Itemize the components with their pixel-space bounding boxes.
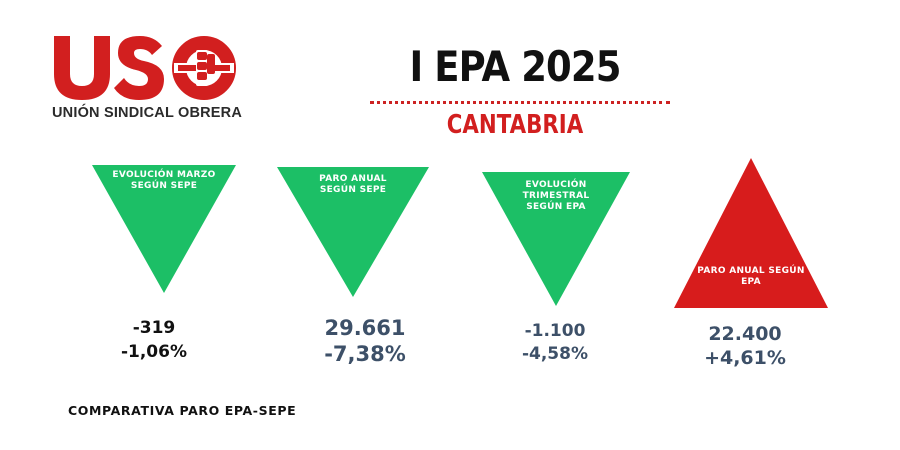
footer-caption: COMPARATIVA PARO EPA-SEPE xyxy=(68,403,297,418)
indicator-3-value: -1.100 xyxy=(524,321,586,341)
indicator-3-shape xyxy=(482,172,630,306)
indicator-3-label: EVOLUCIÓN TRIMESTRAL SEGÚN EPA xyxy=(522,180,590,212)
uso-wordmark-graphic xyxy=(54,36,236,100)
indicator-4-triangle-up xyxy=(674,158,828,308)
page-title: I EPA 2025 xyxy=(409,42,621,91)
indicator-1-value: -319 xyxy=(132,318,176,338)
indicator-1-values: -319 -1,06% xyxy=(104,316,204,364)
region-title: CANTABRIA xyxy=(446,110,584,140)
indicator-2-shape xyxy=(277,167,429,297)
indicator-4-value: 22.400 xyxy=(708,323,782,345)
indicator-1-triangle-down xyxy=(92,165,236,293)
indicator-2-percent: -7,38% xyxy=(324,342,406,366)
indicator-1-label: EVOLUCIÓN MARZO SEGÚN SEPE xyxy=(112,170,216,191)
indicator-4-label: PARO ANUAL SEGÚN EPA xyxy=(697,266,805,287)
indicator-4-percent: +4,61% xyxy=(704,347,786,369)
indicator-3-triangle-down xyxy=(482,172,630,306)
indicator-4-values: 22.400 +4,61% xyxy=(690,322,800,370)
indicator-3-values: -1.100 -4,58% xyxy=(505,320,605,366)
indicator-1-percent: -1,06% xyxy=(120,342,188,362)
indicator-2-values: 29.661 -7,38% xyxy=(305,315,425,367)
indicator-4-shape xyxy=(674,158,828,308)
indicator-2-triangle-down xyxy=(277,167,429,297)
indicator-3-percent: -4,58% xyxy=(521,344,589,364)
indicator-2-label: PARO ANUAL SEGÚN SEPE xyxy=(319,174,387,195)
title-divider xyxy=(370,101,670,104)
indicator-1-shape xyxy=(92,165,236,293)
indicator-2-value: 29.661 xyxy=(324,316,406,340)
uso-logo: UNIÓN SINDICAL OBRERA xyxy=(50,32,250,127)
logo-subtitle: UNIÓN SINDICAL OBRERA xyxy=(52,105,243,121)
